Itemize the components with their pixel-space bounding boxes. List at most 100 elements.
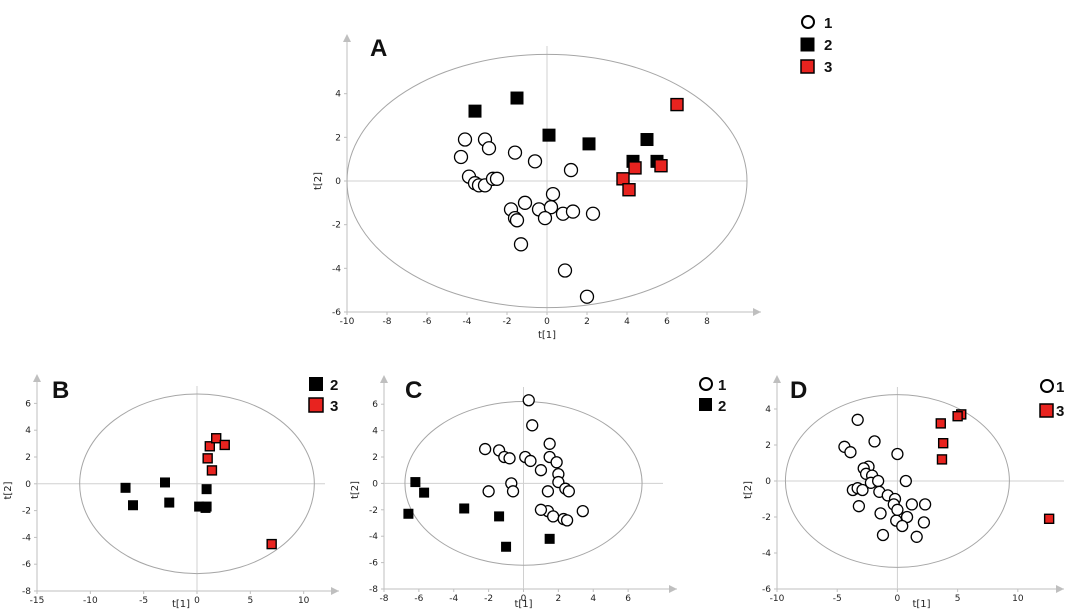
x-tick-label: -8 — [380, 594, 389, 604]
panel-b: B 2 3 -15 -10 -5 0 5 10 -8 -6 -4 -2 0 2 4 6 t[1] t[2] — [3, 374, 339, 609]
y-tick-label: 0 — [372, 479, 378, 489]
data-point-group-2 — [640, 133, 654, 147]
data-point-group-2 — [403, 508, 414, 519]
x-tick-label: 4 — [590, 594, 596, 604]
x-axis-label: t[1] — [912, 599, 930, 609]
data-point-group-1 — [563, 162, 579, 178]
panel-label-d: D — [790, 377, 807, 404]
x-tick-label: -5 — [833, 594, 842, 604]
data-point-group-1 — [876, 528, 890, 542]
y-tick-label: 4 — [372, 427, 378, 437]
data-point-group-3 — [937, 438, 949, 449]
data-point-group-1 — [522, 394, 535, 407]
data-point-group-1 — [576, 504, 589, 518]
legend-label: 3 — [1056, 403, 1064, 420]
data-point-group-1 — [560, 514, 574, 527]
data-point-group-1 — [543, 437, 556, 450]
data-point-group-1 — [503, 452, 516, 465]
data-point-group-1 — [489, 171, 505, 186]
data-point-group-1 — [579, 289, 595, 304]
data-point-group-3 — [935, 418, 946, 429]
data-point-group-1 — [868, 435, 881, 448]
legend-label: 2 — [330, 377, 338, 394]
legend-marker-circle — [699, 377, 713, 391]
data-point-group-1 — [557, 263, 573, 278]
y-tick-label: 0 — [335, 177, 341, 187]
y-tick-label: -8 — [22, 587, 31, 597]
data-point-group-2 — [128, 500, 138, 511]
y-tick-label: 6 — [25, 399, 31, 409]
x-axis-label: t[1] — [172, 599, 190, 609]
y-tick-label: 0 — [765, 477, 771, 487]
x-tick-label: 0 — [194, 596, 200, 606]
y-axis-label: t[2] — [3, 481, 14, 499]
y-tick-label: -2 — [332, 221, 341, 231]
data-point-group-1 — [891, 447, 904, 461]
data-point-group-1 — [899, 474, 912, 488]
data-point-group-2 — [410, 477, 421, 488]
data-point-group-1 — [918, 498, 932, 511]
data-point-group-1 — [524, 454, 537, 468]
panel-c: C 1 2 -8 -6 -4 -2 0 2 4 6 -8 -6 -4 -2 0 2 4 6 t[1] t[2] — [350, 375, 726, 609]
data-point-group-3 — [622, 183, 636, 197]
data-point-group-1 — [896, 519, 909, 533]
data-point-group-1 — [507, 145, 523, 160]
data-point-group-1 — [506, 485, 520, 498]
y-tick-label: 2 — [372, 453, 378, 463]
data-point-group-1 — [478, 442, 492, 456]
data-point-group-1 — [874, 507, 887, 520]
x-tick-label: 5 — [247, 596, 253, 606]
data-point-group-1 — [481, 141, 497, 156]
data-point-group-2 — [419, 487, 430, 498]
data-point-group-1 — [513, 237, 529, 252]
data-point-group-1 — [562, 485, 575, 498]
x-tick-label: -2 — [484, 594, 493, 604]
data-point-group-1 — [872, 474, 885, 488]
x-tick-label: -15 — [30, 596, 45, 606]
legend-marker-circle — [1040, 379, 1054, 393]
data-point-group-1 — [550, 456, 563, 469]
panel-label-c: C — [405, 377, 422, 404]
x-axis-arrow — [669, 585, 677, 593]
y-axis-label: t[2] — [743, 481, 754, 499]
data-point-group-1 — [852, 500, 866, 513]
data-point-group-3 — [936, 454, 948, 465]
panel-d: D 1 3 -10 -5 0 5 10 -6 -4 -2 0 2 4 t[1] t[2] — [743, 375, 1064, 609]
legend-marker-square — [699, 398, 712, 411]
panel-label-a: A — [370, 35, 387, 62]
y-tick-label: 2 — [765, 441, 771, 451]
x-tick-label: 8 — [704, 317, 710, 327]
data-point-group-1 — [851, 413, 864, 426]
x-tick-label: 0 — [521, 594, 527, 604]
data-point-group-1 — [534, 503, 548, 516]
data-point-group-3 — [206, 465, 218, 476]
x-axis-label: t[1] — [538, 330, 556, 341]
data-point-group-1 — [543, 200, 559, 215]
x-tick-label: 5 — [955, 594, 961, 604]
y-tick-label: 4 — [335, 90, 341, 100]
plot-area-a: -10 -8 -6 -4 -2 0 2 4 6 8 -6 -4 -2 0 2 4 t[1] t[2] — [313, 34, 761, 341]
legend-b: 2 3 — [308, 377, 338, 415]
data-point-group-2 — [544, 533, 555, 544]
legend-label: 1 — [1056, 379, 1064, 396]
data-point-group-3 — [654, 159, 668, 173]
legend-label: 2 — [824, 37, 832, 54]
data-point-group-3 — [266, 538, 277, 550]
y-tick-label: -4 — [22, 533, 31, 543]
legend-c: 1 2 — [699, 377, 726, 415]
x-tick-label: -10 — [770, 594, 785, 604]
data-point-group-1 — [565, 204, 581, 219]
y-tick-label: -6 — [369, 559, 378, 569]
y-axis-arrow — [33, 374, 41, 382]
legend-marker-square — [309, 377, 323, 391]
x-tick-label: 6 — [664, 317, 670, 327]
confidence-ellipse — [784, 394, 1010, 568]
data-point-group-2 — [542, 128, 556, 142]
data-point-group-3 — [210, 433, 222, 444]
plot-area-b: -15 -10 -5 0 5 10 -8 -6 -4 -2 0 2 4 6 t[1] t[2] — [3, 374, 339, 609]
data-point-group-2 — [459, 503, 470, 514]
data-point-group-1 — [527, 154, 543, 169]
x-tick-label: 0 — [544, 317, 550, 327]
legend-a: 1 2 3 — [800, 15, 832, 76]
